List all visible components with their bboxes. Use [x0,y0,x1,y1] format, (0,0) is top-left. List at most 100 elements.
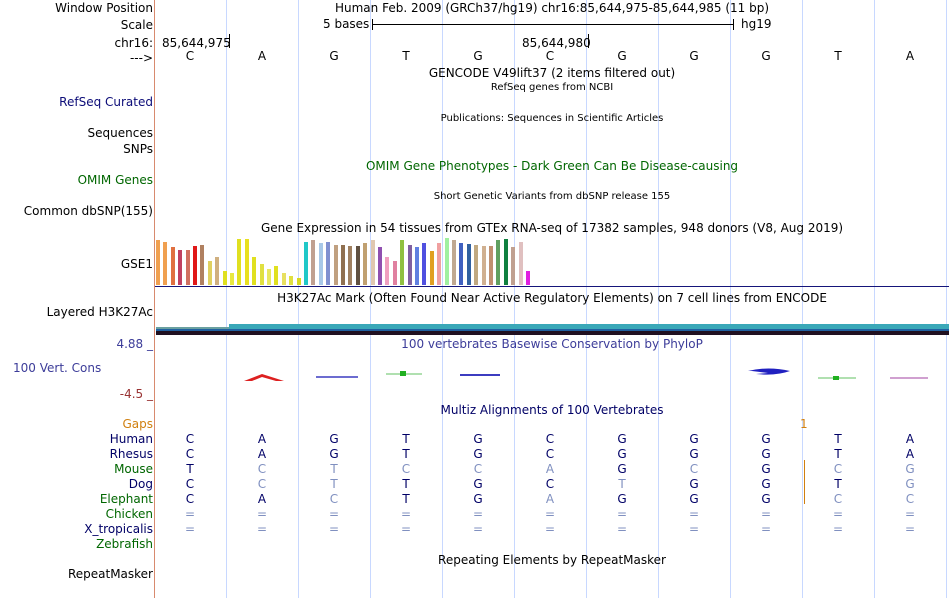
phylop-track-title[interactable]: 100 vertebrates Basewise Conservation by… [401,337,703,351]
gtex-tissue-bar[interactable] [267,269,271,285]
repeatmasker-track-title[interactable]: Repeating Elements by RepeatMasker [438,553,666,567]
gtex-tissue-bar[interactable] [230,273,234,285]
alignment-base: T [834,447,842,461]
phylop-track-label[interactable]: 100 Vert. Cons [13,361,102,375]
gtex-tissue-bar[interactable] [511,247,516,285]
gaps-label[interactable]: Gaps [122,417,153,431]
gtex-tissue-bar[interactable] [215,257,220,285]
gtex-tissue-bar[interactable] [466,244,471,285]
alignment-base: C [905,492,915,506]
gtex-tissue-bar[interactable] [444,238,449,285]
gtex-tissue-bar[interactable] [193,246,197,285]
gtex-tissue-bar[interactable] [378,247,382,285]
gtex-tissue-bar[interactable] [341,245,345,285]
alignment-base: = [400,522,412,536]
h3k27ac-track-title[interactable]: H3K27Ac Mark (Often Found Near Active Re… [277,291,827,305]
alignment-base: G [329,447,339,461]
window-position-value: Human Feb. 2009 (GRCh37/hg19) chr16:85,6… [334,1,770,15]
species-label[interactable]: Human [109,432,153,446]
gtex-tissue-bar[interactable] [296,278,301,285]
gtex-track-title[interactable]: Gene Expression in 54 tissues from GTEx … [260,221,844,235]
repeatmasker-track-label[interactable]: RepeatMasker [67,567,153,581]
gtex-tissue-bar[interactable] [237,239,242,285]
gtex-tissue-bar[interactable] [518,242,523,285]
gtex-tissue-bar[interactable] [481,246,486,285]
gtex-tissue-bar[interactable] [370,240,375,285]
species-label[interactable]: X_tropicalis [84,522,153,536]
gencode-track-title[interactable]: GENCODE V49lift37 (2 items filtered out) [428,66,676,80]
gtex-tissue-bar[interactable] [311,240,316,285]
gtex-tissue-bar[interactable] [348,246,353,285]
gtex-tissue-bar[interactable] [304,242,308,285]
refseq-track-label[interactable]: RefSeq Curated [59,95,153,109]
gtex-tissue-bar[interactable] [259,264,264,285]
gtex-tissue-bar[interactable] [252,257,257,285]
gtex-tissue-bar[interactable] [400,240,405,285]
sequences-track-label[interactable]: Sequences [87,126,153,140]
gtex-tissue-bar[interactable] [459,243,464,285]
alignment-base: C [833,462,843,476]
gtex-tissue-bar[interactable] [437,243,442,285]
species-label[interactable]: Elephant [99,492,153,506]
gtex-tissue-bar[interactable] [178,250,183,285]
gtex-tissue-bar[interactable] [392,261,397,285]
gtex-tissue-bar[interactable] [415,247,419,285]
species-label[interactable]: Dog [128,477,153,491]
alignment-base: C [185,447,195,461]
alignment-base: T [330,462,338,476]
gtex-tissue-bar[interactable] [474,245,479,285]
gtex-tissue-bar[interactable] [326,242,331,285]
scale-label: Scale [120,18,153,32]
gtex-tissue-bar[interactable] [163,242,168,285]
gtex-tissue-bar[interactable] [170,247,175,285]
alignment-base: T [330,477,338,491]
dbsnp-track-label[interactable]: Common dbSNP(155) [23,204,153,218]
gtex-tissue-bar[interactable] [185,250,190,285]
alignment-base: = [544,522,556,536]
gtex-tissue-bar[interactable] [422,243,427,285]
gtex-tissue-bar[interactable] [363,243,368,285]
gtex-tissue-bar[interactable] [281,273,286,285]
alignment-base: = [472,507,484,521]
gtex-tissue-bar[interactable] [496,240,501,285]
gridline [442,0,443,598]
species-label[interactable]: Chicken [105,507,153,521]
gtex-tissue-bar[interactable] [355,246,360,285]
alignment-base: = [832,507,844,521]
gtex-track-label[interactable]: GSE1 [120,257,153,271]
species-label[interactable]: Rhesus [109,447,153,461]
gtex-bar-chart[interactable] [156,238,536,285]
gtex-tissue-bar[interactable] [318,243,323,285]
publications-track-subtitle[interactable]: Publications: Sequences in Scientific Ar… [440,113,664,124]
gtex-tissue-bar[interactable] [274,266,279,285]
species-label[interactable]: Zebrafish [96,537,153,551]
omim-track-title[interactable]: OMIM Gene Phenotypes - Dark Green Can Be… [365,159,739,173]
gtex-tissue-bar[interactable] [429,251,434,285]
gtex-tissue-bar[interactable] [489,246,493,285]
gtex-tissue-bar[interactable] [385,257,390,285]
gtex-tissue-bar[interactable] [407,245,412,285]
multiz-track-title[interactable]: Multiz Alignments of 100 Vertebrates [440,403,664,417]
gtex-tissue-bar[interactable] [222,271,227,285]
gtex-tissue-bar[interactable] [289,276,294,285]
refseq-track-subtitle[interactable]: RefSeq genes from NCBI [490,82,614,93]
alignment-base: = [616,507,628,521]
omim-track-label[interactable]: OMIM Genes [77,173,153,187]
gtex-tissue-bar[interactable] [207,261,212,285]
gtex-tissue-bar[interactable] [333,245,338,285]
dbsnp-track-subtitle[interactable]: Short Genetic Variants from dbSNP releas… [433,191,671,202]
phylop-peak-a [244,374,284,381]
alignment-base: T [186,462,194,476]
gtex-tissue-bar[interactable] [503,239,508,285]
snps-track-label[interactable]: SNPs [123,142,153,156]
species-label[interactable]: Mouse [114,462,153,476]
gtex-tissue-bar[interactable] [244,239,249,285]
gtex-tissue-bar[interactable] [200,245,205,285]
h3k27ac-track-label[interactable]: Layered H3K27Ac [46,305,153,319]
gtex-tissue-bar[interactable] [526,271,530,285]
gtex-tissue-bar[interactable] [156,240,160,285]
gtex-tissue-bar[interactable] [452,240,456,285]
alignment-base: A [257,447,267,461]
